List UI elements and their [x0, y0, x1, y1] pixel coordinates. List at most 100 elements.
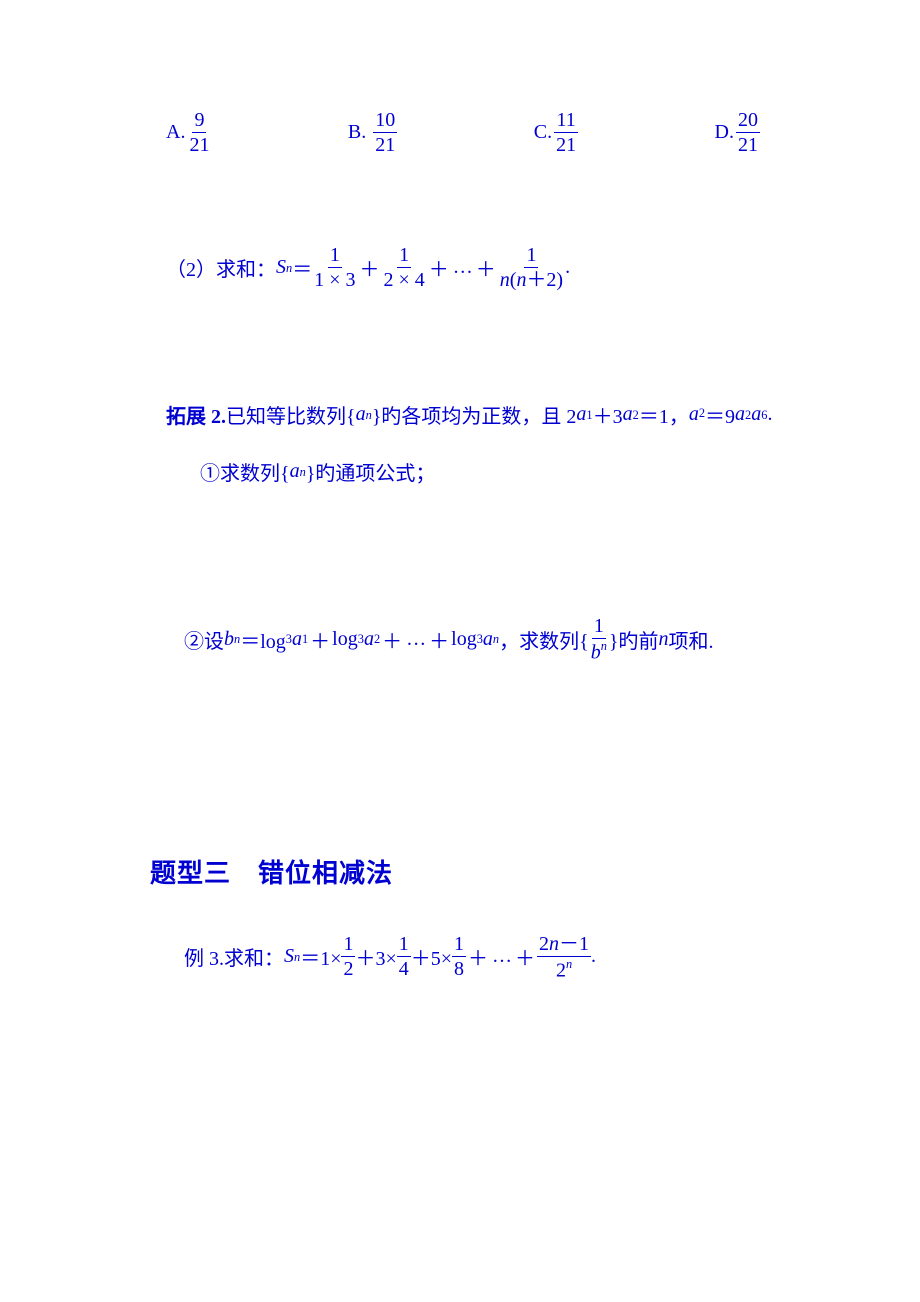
option-c: C. 11 21	[534, 110, 578, 155]
tz-a1-a: a	[576, 403, 586, 426]
q2-dots: …	[451, 256, 474, 279]
q2-last-den-plus2: ＋2)	[526, 269, 563, 291]
tuozhan-label: 拓展 2.	[166, 400, 226, 429]
ex3-p4: ＋	[513, 942, 537, 971]
bn-a1-a: a	[292, 628, 302, 651]
tz-l1-c: ＋3	[593, 400, 623, 429]
ex3-f3: 1 8	[452, 934, 466, 979]
q2-t1-num: 1	[328, 245, 342, 268]
ex3-f2-den: 4	[397, 957, 411, 979]
ex3-last: 2n－1 2n	[537, 934, 591, 981]
bn-plus2: ＋	[380, 625, 404, 654]
option-a-num: 9	[192, 110, 206, 133]
bn-frac-den-n: n	[601, 639, 607, 653]
bn-nn: n	[659, 628, 669, 651]
bn-b: b	[224, 628, 234, 651]
bn-pre: ②设	[184, 625, 224, 654]
q2-prefix: （2）求和：	[166, 253, 276, 282]
q2-equals: ＝	[292, 253, 312, 282]
tuozhan-line1: 拓展 2. 已知等比数列{ an }旳各项均为正数，且 2 a1 ＋3 a2 ＝…	[166, 400, 770, 429]
option-c-frac: 11 21	[554, 110, 578, 155]
tz-a2b-2: 2	[745, 408, 751, 423]
bn-log1-base: 3	[286, 632, 292, 647]
tz-l2-b: }旳通项公式；	[306, 457, 436, 486]
q2-S: S	[276, 256, 286, 279]
ex3-pre: 例 3.求和：	[184, 942, 284, 971]
bn-a2-2: 2	[374, 632, 380, 647]
ex3-S: S	[284, 945, 294, 968]
ex3-p3: ＋	[466, 942, 490, 971]
section-3-heading: 题型三 错位相减法	[150, 853, 770, 890]
tz-a1-1: 1	[586, 408, 592, 423]
option-d-num: 20	[736, 110, 760, 133]
tz-l1-e: ＝9	[705, 400, 735, 429]
q2-t1-den: 1 × 3	[312, 268, 357, 290]
option-a-den: 21	[187, 133, 211, 155]
q2-term1: 1 1 × 3	[312, 245, 357, 290]
q2-term2: 1 2 × 4	[381, 245, 426, 290]
ex3-f1-num: 1	[341, 934, 355, 957]
ex3-ln-a: 2	[539, 933, 549, 955]
option-b-den: 21	[373, 133, 397, 155]
q2-last-num: 1	[524, 245, 538, 268]
option-c-letter: C.	[534, 121, 554, 144]
bn-mid2: }旳前	[609, 625, 659, 654]
bn-a2-a: a	[364, 628, 374, 651]
tz-a2-2: 2	[633, 408, 639, 423]
bn-an-a: a	[483, 628, 493, 651]
tz-l1-a: 已知等比数列{	[226, 400, 356, 429]
q2-last-term: 1 n(n＋2)	[498, 245, 565, 290]
tz-a6-6: 6	[761, 408, 767, 423]
ex3-f1-den: 2	[341, 957, 355, 979]
option-d-letter: D.	[715, 121, 736, 144]
bn-dots: …	[404, 628, 427, 651]
ex3-period: .	[591, 945, 596, 968]
bn-a1-1: 1	[302, 632, 308, 647]
tz-a2-a: a	[623, 403, 633, 426]
tz-l1-b: }旳各项均为正数，且 2	[372, 400, 577, 429]
bn-plus3: ＋	[427, 625, 451, 654]
tz-l1-f: .	[767, 403, 772, 426]
option-a-letter: A.	[166, 121, 187, 144]
ex3-f2-num: 1	[397, 934, 411, 957]
ex3-ln-b: －1	[559, 933, 589, 955]
option-d-den: 21	[736, 133, 760, 155]
q2-t2-den: 2 × 4	[381, 268, 426, 290]
q2-last-den-n1: n	[500, 269, 510, 291]
ex3-last-den: 2n	[554, 957, 574, 981]
option-c-den: 21	[554, 133, 578, 155]
option-b-frac: 10 21	[373, 110, 397, 155]
option-a: A. 9 21	[166, 110, 211, 155]
bn-tail: 项和.	[669, 625, 714, 654]
bn-frac: 1 bn	[589, 616, 609, 663]
tz-a6-a: a	[751, 403, 761, 426]
ex3-ln-n: n	[549, 933, 559, 955]
bn-log2-base: 3	[358, 632, 364, 647]
ex3-f3-num: 1	[452, 934, 466, 957]
ex3-f3-den: 8	[452, 957, 466, 979]
option-c-num: 11	[554, 110, 577, 133]
question-2: （2）求和： S n ＝ 1 1 × 3 ＋ 1 2 × 4 ＋ … ＋ 1 n…	[150, 245, 770, 290]
tz-an-a: a	[356, 403, 366, 426]
q2-plus1: ＋	[357, 253, 381, 282]
bn-an-n: n	[493, 632, 499, 647]
ex3-dots: …	[490, 945, 513, 968]
bn-log2: log	[332, 628, 358, 651]
q2-Sn-sub: n	[286, 261, 292, 276]
bn-frac-num: 1	[592, 616, 606, 639]
bn-log3-base: 3	[477, 632, 483, 647]
tuozhan-line2: ①求数列{ an }旳通项公式；	[166, 457, 770, 486]
q2-plus2: ＋	[427, 253, 451, 282]
q2-last-den-n2: n	[516, 269, 526, 291]
bn-plus1: ＋	[308, 625, 332, 654]
tz-asq-exp: 2	[699, 406, 705, 421]
ex3-p2: ＋5×	[411, 942, 452, 971]
ex3-ld-a: 2	[556, 959, 566, 981]
bn-block: ②设 bn ＝log3 a1 ＋ log3 a2 ＋ … ＋ log3 an ，…	[150, 616, 770, 663]
ex3-f2: 1 4	[397, 934, 411, 979]
tz-an-n: n	[366, 408, 372, 423]
tz-l2-a: ①求数列{	[200, 457, 290, 486]
ex3-f1: 1 2	[341, 934, 355, 979]
ex3-eq: ＝1×	[300, 942, 341, 971]
bn-frac-den-b: b	[591, 642, 601, 664]
